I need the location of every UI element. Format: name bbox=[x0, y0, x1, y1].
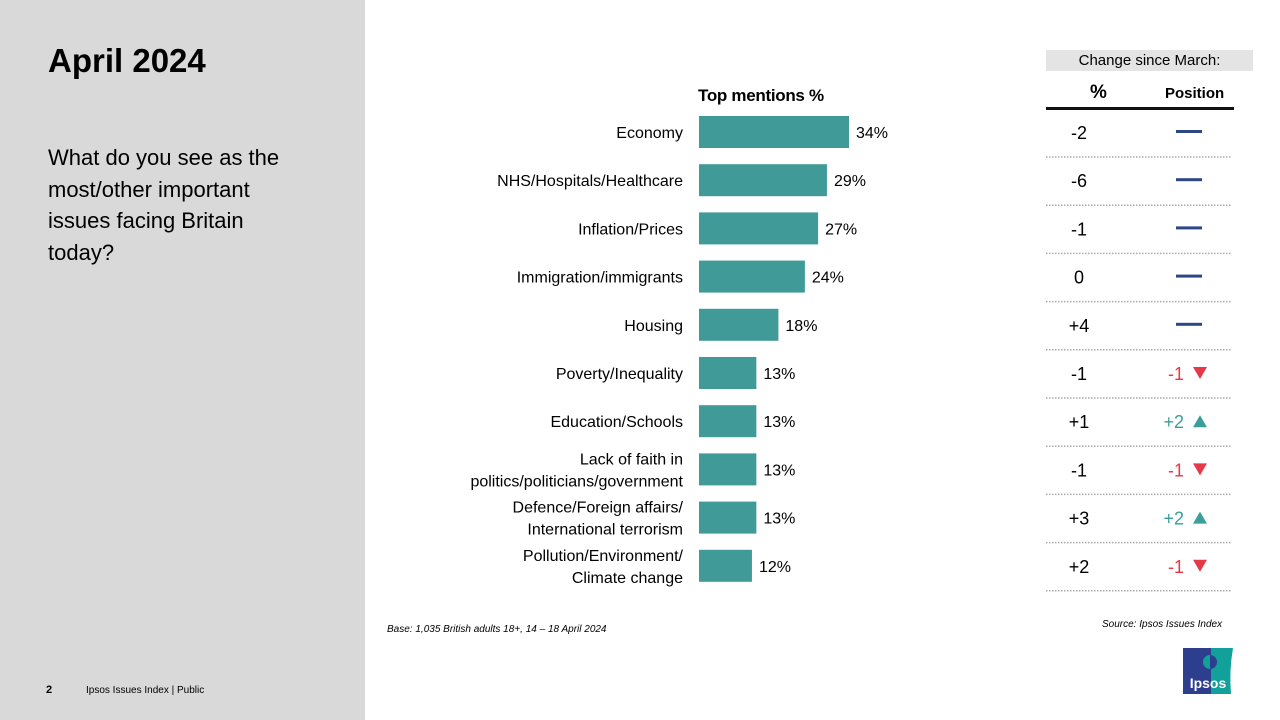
value-label: 29% bbox=[834, 173, 866, 190]
category-label-line: Education/Schools bbox=[550, 414, 683, 431]
position-change: -1 bbox=[1168, 364, 1184, 384]
header-divider bbox=[1046, 107, 1234, 110]
bar bbox=[699, 453, 757, 486]
triangle-down-icon bbox=[1193, 367, 1207, 379]
source-note: Source: Ipsos Issues Index bbox=[1102, 619, 1223, 630]
category-label-line: NHS/Hospitals/Healthcare bbox=[497, 173, 683, 190]
pct-change: -1 bbox=[1071, 364, 1087, 384]
value-label: 34% bbox=[856, 125, 888, 142]
category-label: NHS/Hospitals/Healthcare bbox=[497, 173, 683, 190]
triangle-down-icon bbox=[1193, 463, 1207, 476]
category-label: Education/Schools bbox=[550, 414, 683, 431]
triangle-up-icon bbox=[1193, 511, 1207, 524]
triangle-up-icon bbox=[1193, 415, 1207, 428]
pct-column-header: % bbox=[1090, 82, 1107, 103]
category-label: Lack of faith in politics/politicians/gov… bbox=[470, 451, 683, 490]
position-change: -1 bbox=[1168, 460, 1184, 480]
no-change-dash-icon bbox=[1176, 178, 1202, 182]
category-label-line: International terrorism bbox=[527, 522, 683, 539]
no-change-dash-icon bbox=[1176, 322, 1202, 326]
svg-text:Ipsos: Ipsos bbox=[1190, 675, 1227, 691]
pct-change: +2 bbox=[1069, 557, 1090, 577]
category-label: Housing bbox=[624, 318, 683, 335]
pct-change: -1 bbox=[1071, 219, 1087, 239]
category-label: Immigration/immigrants bbox=[517, 270, 683, 287]
change-header: Change since March: bbox=[1046, 50, 1253, 71]
value-label: 27% bbox=[825, 221, 857, 238]
ipsos-logo: Ipsos bbox=[1183, 648, 1233, 694]
pct-change: -6 bbox=[1071, 171, 1087, 191]
base-note: Base: 1,035 British adults 18+, 14 – 18 … bbox=[387, 624, 607, 635]
pct-change: +3 bbox=[1069, 509, 1090, 529]
category-label-line: Housing bbox=[624, 318, 683, 335]
side-panel bbox=[0, 0, 365, 720]
bar bbox=[699, 260, 805, 293]
pct-change: 0 bbox=[1074, 268, 1084, 288]
triangle-down-icon bbox=[1193, 559, 1207, 572]
bar bbox=[699, 212, 819, 245]
no-change-dash-icon bbox=[1176, 226, 1202, 230]
bar bbox=[699, 501, 757, 534]
position-change: +2 bbox=[1163, 509, 1184, 529]
category-label: Inflation/Prices bbox=[578, 221, 683, 238]
pct-change: +4 bbox=[1069, 316, 1090, 336]
value-label: 13% bbox=[763, 462, 795, 479]
survey-question: What do you see as the most/other import… bbox=[48, 145, 280, 265]
no-change-dash-icon bbox=[1176, 274, 1202, 278]
bar bbox=[699, 405, 757, 438]
category-label-line: Inflation/Prices bbox=[578, 221, 683, 238]
category-label-line: Pollution/Environment/ bbox=[523, 548, 684, 565]
value-label: 24% bbox=[812, 270, 844, 287]
value-label: 18% bbox=[785, 318, 817, 335]
page-title: April 2024 bbox=[48, 42, 206, 79]
pct-change: +1 bbox=[1069, 412, 1090, 432]
bar bbox=[699, 164, 827, 197]
pct-change: -1 bbox=[1071, 460, 1087, 480]
category-label-line: Defence/Foreign affairs/ bbox=[513, 500, 684, 517]
category-label-line: Economy bbox=[616, 125, 683, 142]
category-label: Pollution/Environment/Climate change bbox=[523, 548, 684, 587]
page-number: 2 bbox=[46, 684, 53, 696]
category-label-line: Climate change bbox=[572, 570, 683, 587]
value-label: 13% bbox=[763, 511, 795, 528]
value-label: 13% bbox=[763, 366, 795, 383]
category-label-line: Immigration/immigrants bbox=[517, 270, 683, 287]
position-change: +2 bbox=[1163, 412, 1184, 432]
category-label-line: Lack of faith in bbox=[580, 451, 683, 468]
bar bbox=[699, 308, 779, 341]
pct-change: -2 bbox=[1071, 123, 1087, 143]
category-label: Economy bbox=[616, 125, 683, 142]
bar bbox=[699, 549, 752, 582]
category-label-line: Poverty/Inequality bbox=[556, 366, 683, 383]
footer-text: Ipsos Issues Index | Public bbox=[86, 685, 205, 696]
value-label: 13% bbox=[763, 414, 795, 431]
chart-title: Top mentions % bbox=[698, 86, 824, 105]
position-column-header: Position bbox=[1165, 85, 1225, 102]
category-label-line: politics/politicians/government bbox=[470, 473, 683, 490]
value-label: 12% bbox=[759, 559, 791, 576]
bar bbox=[699, 116, 849, 148]
no-change-dash-icon bbox=[1176, 130, 1202, 133]
category-label: Defence/Foreign affairs/International te… bbox=[513, 500, 684, 539]
category-label: Poverty/Inequality bbox=[556, 366, 683, 383]
bar bbox=[699, 357, 757, 389]
position-change: -1 bbox=[1168, 557, 1184, 577]
